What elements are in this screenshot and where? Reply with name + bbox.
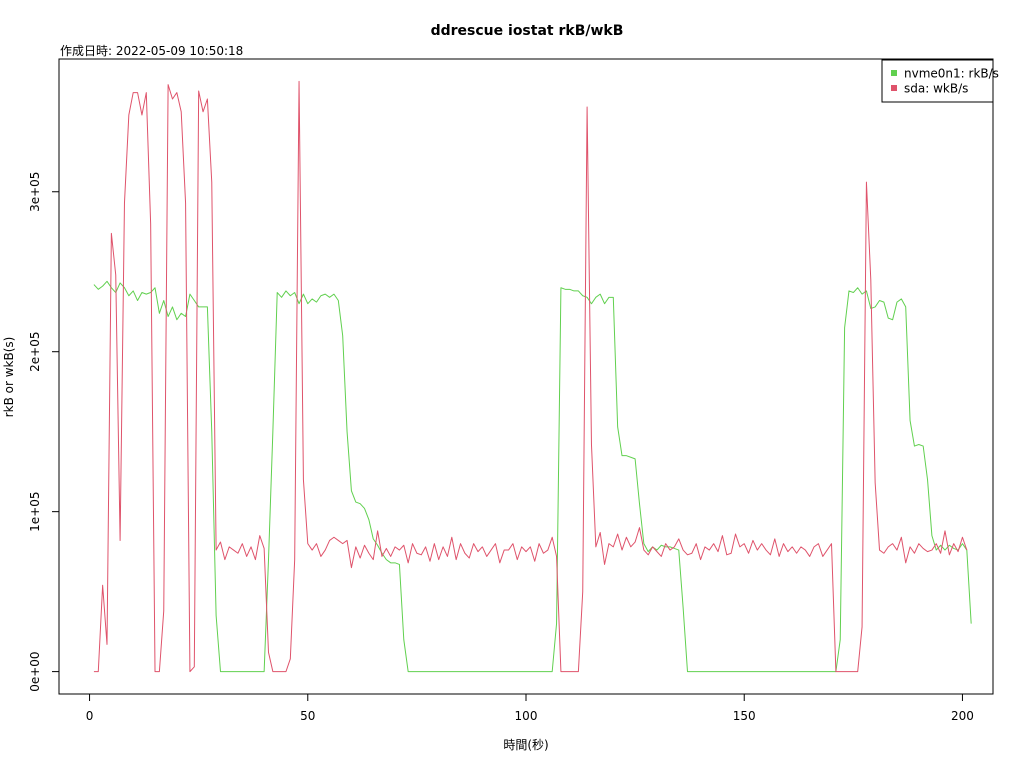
x-tick-label: 200	[951, 709, 974, 723]
y-axis-label: rkB or wkB(s)	[2, 337, 16, 418]
legend-label-sda: sda: wkB/s	[904, 82, 968, 96]
y-tick-label: 1e+05	[28, 491, 42, 531]
y-axis: 0e+00 1e+05 2e+05 3e+05	[28, 172, 60, 692]
x-axis-label: 時間(秒)	[503, 738, 548, 752]
x-tick-label: 100	[515, 709, 538, 723]
legend-swatch-sda	[891, 85, 897, 91]
x-tick-label: 50	[300, 709, 315, 723]
plot-frame	[58, 58, 994, 695]
y-tick-label: 2e+05	[28, 332, 42, 372]
chart-subtitle: 作成日時: 2022-05-09 10:50:18	[60, 44, 243, 58]
legend-box	[881, 59, 994, 103]
legend: nvme0n1: rkB/s sda: wkB/s	[881, 59, 999, 103]
y-tick-label: 0e+00	[28, 651, 42, 691]
x-axis: 0 50 100 150 200	[86, 693, 974, 723]
x-tick-label: 150	[733, 709, 756, 723]
series-layer	[93, 80, 972, 673]
legend-swatch-nvme0n1	[891, 70, 897, 76]
y-tick-label: 3e+05	[28, 172, 42, 212]
chart-title: ddrescue iostat rkB/wkB	[431, 23, 624, 39]
legend-label-nvme0n1: nvme0n1: rkB/s	[904, 67, 999, 81]
series-line-sda	[93, 80, 968, 673]
x-tick-label: 0	[86, 709, 94, 723]
series-line-nvme0n1	[93, 280, 972, 673]
